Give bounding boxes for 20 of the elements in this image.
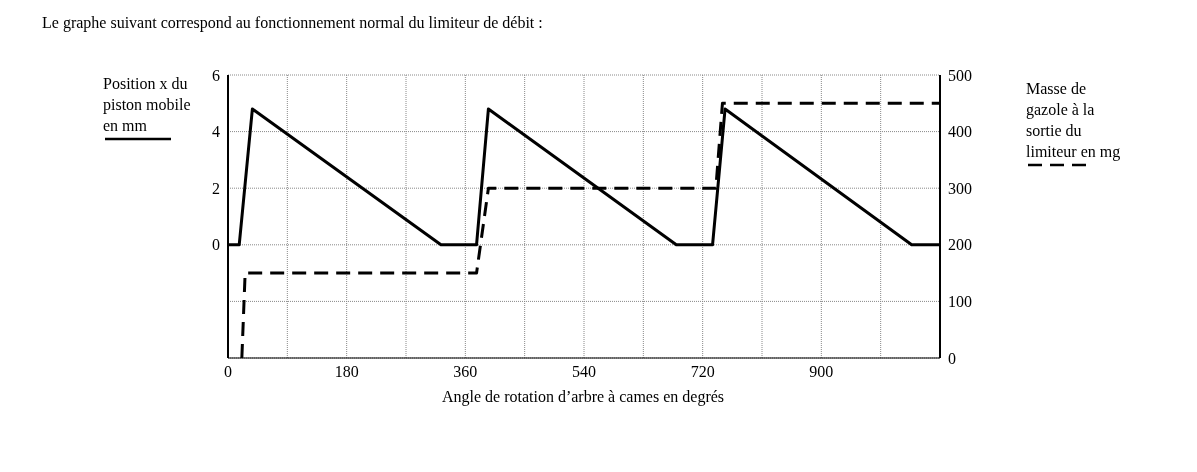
y-axis-title: Position x du piston mobile en mm (103, 74, 192, 136)
chart-title: Le graphe suivant correspond au fonctionnement normal du limiteur de débit : (42, 14, 543, 32)
x-tick-label: 180 (334, 363, 359, 381)
x-tick-label: 540 (572, 363, 596, 381)
x-axis-title: Angle de rotation d’arbre à cames en degrés (440, 388, 726, 406)
x-tick-label: 720 (690, 363, 715, 381)
y-tick-label: 4 (212, 123, 220, 141)
y2-axis-title: Masse de gazole à la sortie du limiteur en mg (1026, 79, 1122, 162)
x-tick-label: 360 (453, 363, 478, 381)
y2-tick-label: 300 (948, 179, 972, 197)
y-tick-label: 0 (212, 236, 220, 254)
y2-tick-label: 0 (948, 349, 956, 367)
y2-tick-label: 200 (948, 236, 972, 254)
y2-tick-label: 400 (948, 123, 972, 141)
x-tick-label: 900 (809, 363, 834, 381)
y2-tick-label: 500 (948, 66, 972, 84)
y-tick-label: 6 (212, 66, 220, 84)
y-tick-label: 2 (212, 179, 220, 197)
x-tick-label: 0 (224, 363, 232, 381)
y2-tick-label: 100 (948, 293, 972, 311)
